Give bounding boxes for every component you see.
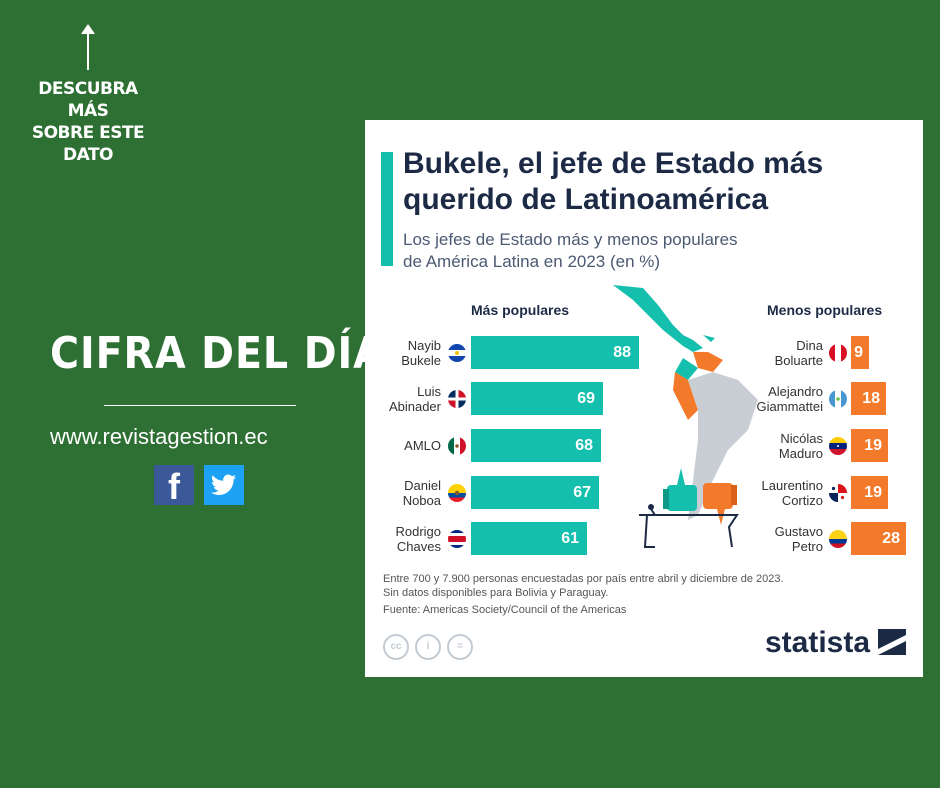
flag-guatemala-icon <box>829 389 847 408</box>
unpopular-bar <box>851 522 906 555</box>
statista-mark-icon <box>878 629 907 655</box>
popular-value: 61 <box>561 530 579 547</box>
unpopular-label: Laurentino Cortizo <box>761 477 823 508</box>
unpopular-value: 19 <box>864 484 882 501</box>
popular-label: Nayib Bukele <box>401 337 441 368</box>
website-link[interactable]: www.revistagestion.ec <box>50 424 268 449</box>
cta-line-2: SOBRE ESTE <box>31 123 145 143</box>
popular-value: 69 <box>577 390 595 407</box>
unpopular-value: 9 <box>854 344 863 361</box>
popular-label: Luis Abinader <box>388 383 441 414</box>
note-line-2: Sin datos disponibles para Bolivia y Par… <box>383 587 609 599</box>
flag-dominican-republic-icon <box>448 389 466 408</box>
flag-peru-icon <box>829 343 847 362</box>
popular-header: Más populares <box>471 302 570 318</box>
arrow-up-icon <box>81 24 95 70</box>
title-line-2: querido de Latinoamérica <box>403 183 769 216</box>
popular-bar <box>471 429 601 462</box>
note-line-1: Entre 700 y 7.900 personas encuestadas p… <box>383 573 784 585</box>
unpopular-bar <box>851 429 888 462</box>
latin-america-map <box>613 285 758 520</box>
cta-block[interactable]: DESCUBRA MÁS SOBRE ESTE DATO <box>18 24 158 166</box>
flag-ecuador-icon <box>448 483 466 502</box>
flag-el-salvador-icon <box>448 343 466 362</box>
popular-value: 88 <box>613 344 631 361</box>
subtitle-line-2: de América Latina en 2023 (en %) <box>403 252 661 271</box>
chart-subtitle: Los jefes de Estado más y menos populare… <box>403 229 823 273</box>
social-links: f <box>154 465 244 505</box>
popular-bar <box>471 336 639 369</box>
cta-line-3: DATO <box>63 145 114 165</box>
divider <box>104 405 296 406</box>
cc-icon: cc <box>383 634 409 660</box>
statista-logo: statista <box>765 626 907 660</box>
title-accent <box>381 152 393 266</box>
chart-title: Bukele, el jefe de Estado más querido de… <box>403 146 903 218</box>
popular-label: AMLO <box>404 438 441 453</box>
nd-icon: = <box>447 634 473 660</box>
unpopular-value: 28 <box>882 530 900 547</box>
flag-mexico-icon <box>448 436 466 455</box>
unpopular-bar <box>851 476 888 509</box>
thumbs-illustration <box>639 468 739 548</box>
unpopular-bar <box>851 336 869 369</box>
source-note: Fuente: Americas Society/Council of the … <box>383 604 627 616</box>
popular-label: Daniel Noboa <box>402 477 441 508</box>
unpopular-label: Dina Boluarte <box>774 337 823 368</box>
flag-costa-rica-icon <box>448 529 466 548</box>
cta-line-1: DESCUBRA MÁS <box>38 79 138 121</box>
flag-panama-icon <box>829 483 847 502</box>
flag-venezuela-icon <box>829 436 847 455</box>
title-line-1: Bukele, el jefe de Estado más <box>403 147 824 180</box>
by-icon: i <box>415 634 441 660</box>
brand-name: statista <box>765 626 871 659</box>
popular-bar <box>471 522 587 555</box>
popular-value: 68 <box>575 437 593 454</box>
unpopular-value: 18 <box>862 390 880 407</box>
unpopular-label: Nicólas Maduro <box>778 430 823 461</box>
subtitle-line-1: Los jefes de Estado más y menos populare… <box>403 230 738 249</box>
popular-bar <box>471 382 603 415</box>
unpopular-value: 19 <box>864 437 882 454</box>
cta-text: DESCUBRA MÁS SOBRE ESTE DATO <box>18 78 158 166</box>
flag-colombia-icon <box>829 529 847 548</box>
unpopular-bar <box>851 382 886 415</box>
infographic-card: Bukele, el jefe de Estado más querido de… <box>365 120 923 677</box>
unpopular-label: Gustavo Petro <box>774 523 823 554</box>
popular-label: Rodrigo Chaves <box>395 523 441 554</box>
popular-value: 67 <box>573 484 591 501</box>
facebook-icon[interactable]: f <box>154 465 194 505</box>
unpopular-header: Menos populares <box>767 302 883 318</box>
twitter-icon[interactable] <box>204 465 244 505</box>
unpopular-label: Alejandro Giammattei <box>756 383 823 414</box>
popular-bar <box>471 476 599 509</box>
headline: CIFRA DEL DÍA <box>50 328 385 379</box>
